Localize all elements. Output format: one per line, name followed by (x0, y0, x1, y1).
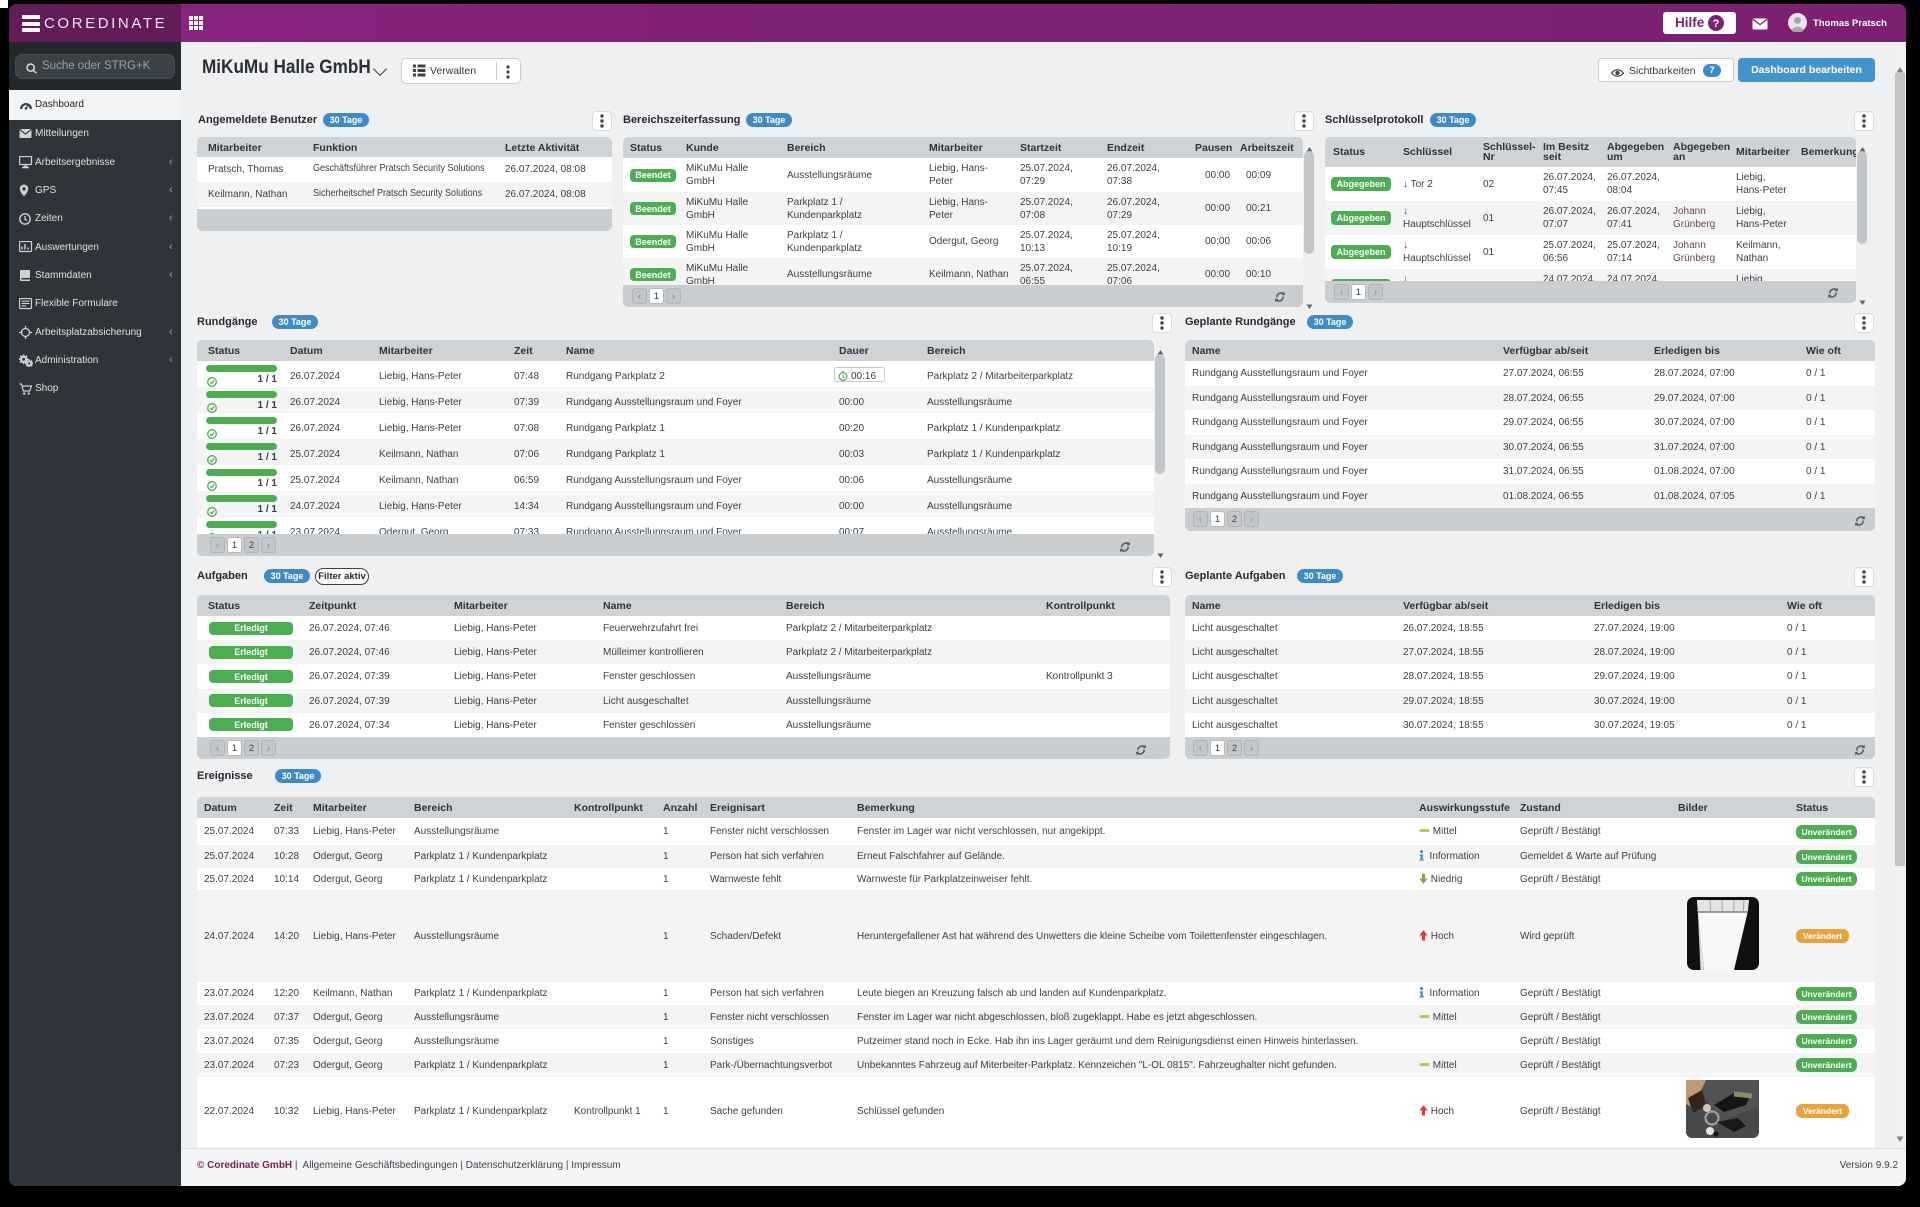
svg-text:?: ? (1713, 18, 1720, 30)
